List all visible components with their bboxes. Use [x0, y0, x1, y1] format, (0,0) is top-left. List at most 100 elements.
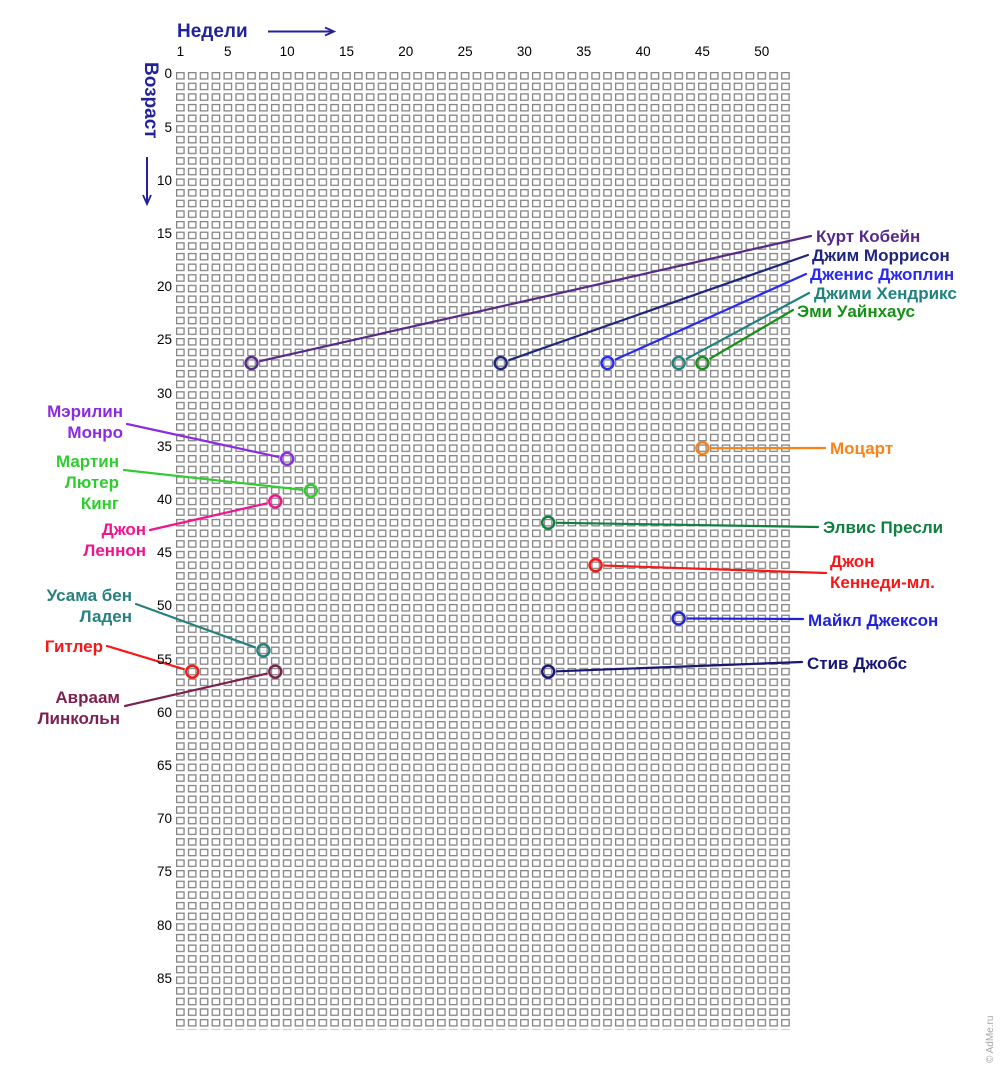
person-label: Моцарт: [830, 438, 893, 459]
person-label-line: Моцарт: [830, 439, 894, 458]
callout-line: [148, 502, 268, 532]
death-week-marker: [256, 643, 271, 658]
x-tick-label: 5: [224, 44, 232, 59]
person-label-line: Монро: [67, 423, 123, 442]
person-label: Элвис Пресли: [823, 517, 943, 538]
y-tick-label: 35: [156, 438, 172, 454]
death-week-marker: [540, 664, 556, 679]
callout-line: [603, 564, 828, 575]
y-tick-label: 65: [156, 757, 172, 773]
death-week-marker: [600, 355, 615, 371]
person-label: Дженис Джоплин: [810, 264, 954, 285]
person-label: Джон Леннон: [83, 519, 146, 561]
callout-line: [105, 644, 185, 671]
y-tick-label: 80: [156, 917, 172, 933]
x-tick-label: 20: [398, 44, 414, 59]
death-week-marker: [268, 494, 283, 509]
y-tick-label: 25: [156, 332, 172, 348]
x-tick-label: 30: [516, 44, 532, 59]
callout-line: [134, 602, 257, 649]
person-label-line: Лютер: [64, 473, 119, 492]
person-label-line: Усама бен: [46, 586, 132, 605]
person-label: Усама бен Ладен: [47, 585, 132, 627]
person-label: Авраам Линкольн: [38, 687, 120, 729]
death-week-marker: [279, 451, 295, 467]
death-week-marker: [695, 441, 710, 456]
y-tick-label: 0: [164, 66, 172, 82]
person-label: Майкл Джексон: [808, 610, 938, 631]
person-label: Джон Кеннеди-мл.: [830, 551, 935, 593]
person-label-line: Джим Моррисон: [812, 246, 950, 265]
y-tick-label: 45: [156, 545, 172, 561]
death-week-marker: [303, 483, 319, 498]
y-tick-label: 15: [156, 225, 172, 241]
person-label-line: Кеннеди-мл.: [830, 573, 935, 592]
person-label-line: Леннон: [83, 541, 146, 560]
person-label: Стив Джобс: [807, 653, 907, 674]
person-label: Мэрилин Монро: [47, 401, 123, 443]
person-label-line: Элвис Пресли: [823, 518, 944, 537]
person-label-line: Мэрилин: [47, 402, 123, 421]
callout-line: [709, 308, 795, 360]
person-label-line: Эми Уайнхаус: [797, 302, 915, 321]
person-label-line: Ладен: [79, 607, 132, 626]
x-tick-label: 50: [754, 44, 770, 59]
death-week-marker: [588, 558, 603, 573]
person-label: Мартин Лютер Кинг: [56, 451, 119, 514]
callout-line: [508, 253, 810, 362]
y-tick-label: 10: [156, 172, 172, 188]
y-tick-label: 60: [156, 704, 172, 720]
x-tick-label: 15: [338, 44, 354, 59]
death-week-marker: [540, 515, 556, 530]
person-label-line: Джон: [830, 552, 875, 571]
person-label-line: Линкольн: [37, 709, 120, 728]
person-label: Эми Уайнхаус: [797, 301, 915, 322]
callout-line: [259, 234, 813, 363]
death-week-marker: [671, 611, 686, 626]
callout-line: [125, 422, 280, 459]
person-label-line: Стив Джобс: [807, 654, 908, 673]
callout-line: [556, 521, 820, 529]
x-axis-title: Недели: [177, 21, 248, 42]
person-label: Джими Хендрикс: [814, 283, 957, 304]
person-label: Гитлер: [45, 636, 103, 657]
y-tick-label: 70: [156, 811, 172, 827]
death-week-marker: [244, 355, 259, 371]
callout-line: [556, 660, 804, 673]
person-label-line: Кинг: [80, 494, 119, 513]
y-tick-label: 30: [156, 385, 172, 401]
callout-line: [686, 617, 805, 621]
person-label-line: Мартин: [55, 452, 119, 471]
callouts-layer: [105, 234, 828, 708]
person-label-line: Гитлер: [44, 637, 103, 656]
y-tick-label: 20: [156, 279, 172, 295]
y-tick-label: 55: [156, 651, 172, 667]
x-tick-label: 10: [279, 44, 295, 59]
death-week-marker: [268, 664, 283, 679]
watermark: © AdMe.ru: [985, 1015, 996, 1063]
y-tick-label: 50: [156, 598, 172, 614]
person-label-line: Авраам: [55, 688, 120, 707]
person-label-line: Дженис Джоплин: [810, 265, 955, 284]
person-label-line: Джими Хендрикс: [814, 284, 957, 303]
x-tick-label: 35: [576, 44, 592, 59]
x-tick-label: 40: [635, 44, 651, 59]
callout-line: [614, 272, 808, 361]
life-weeks-grid: [176, 72, 793, 1030]
y-tick-label: 5: [164, 119, 172, 135]
person-label-line: Майкл Джексон: [808, 611, 939, 630]
callout-line: [122, 468, 304, 491]
x-tick-label: 45: [694, 44, 710, 59]
y-tick-label: 85: [156, 970, 172, 986]
person-label-line: Джон: [101, 520, 146, 539]
x-tick-label: 25: [457, 44, 473, 59]
person-label-line: Курт Кобейн: [816, 227, 921, 246]
y-tick-label: 40: [156, 491, 172, 507]
x-tick-label: 1: [176, 44, 185, 59]
callout-line: [123, 672, 268, 708]
death-week-marker: [671, 355, 686, 371]
callout-line: [685, 291, 811, 360]
person-label: Джим Моррисон: [812, 245, 950, 266]
